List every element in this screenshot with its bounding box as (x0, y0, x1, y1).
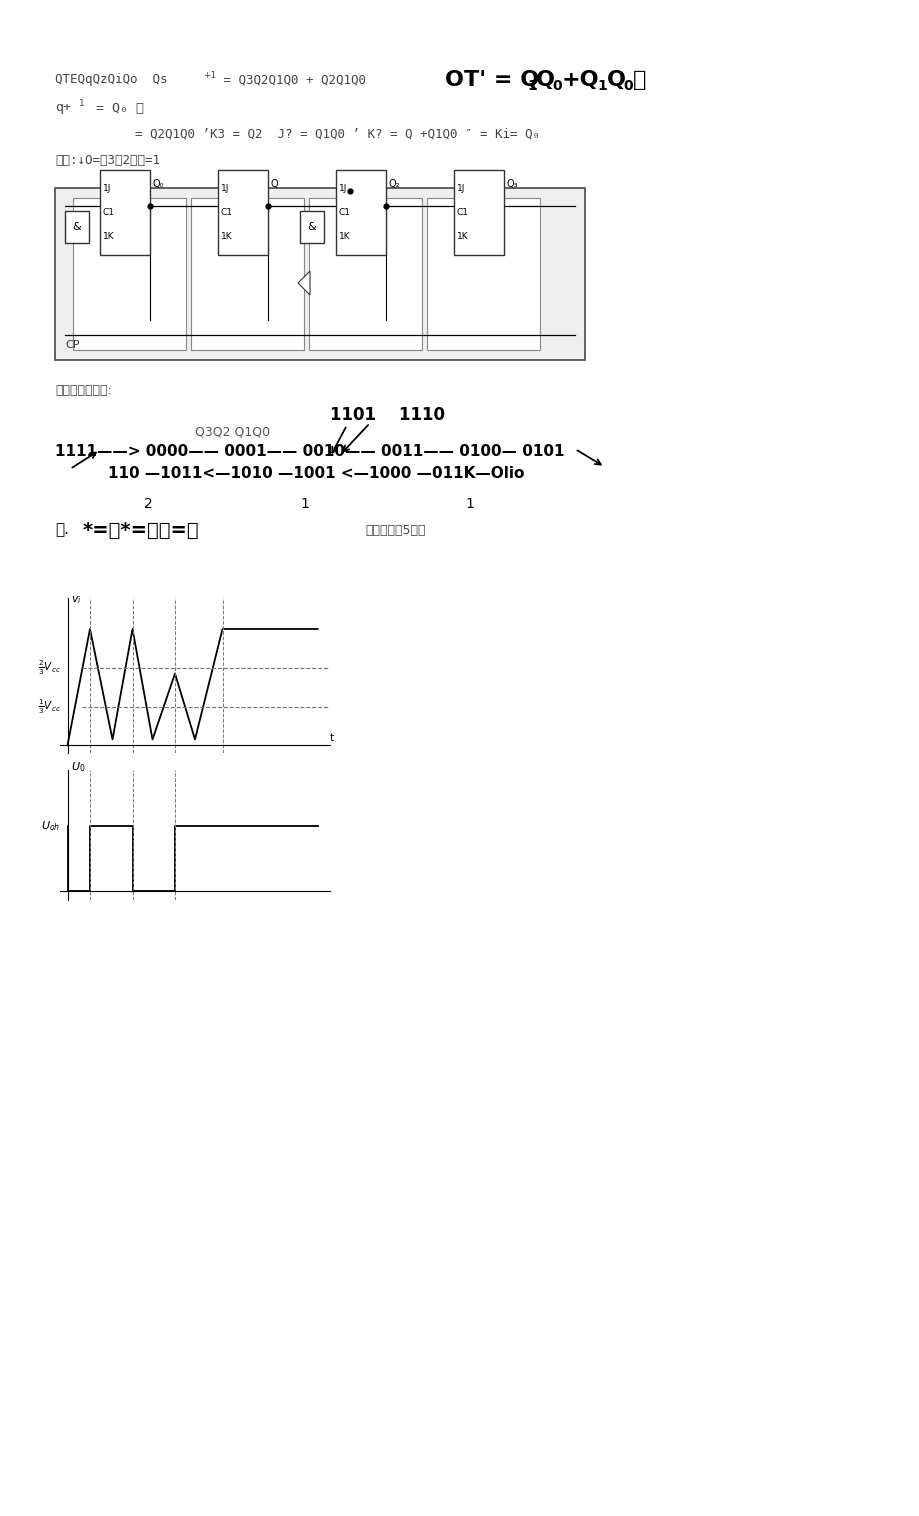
Text: C1: C1 (221, 208, 233, 217)
Text: 0: 0 (622, 79, 632, 92)
Text: Q: Q (536, 70, 554, 89)
Text: Q₃: Q₃ (506, 179, 518, 188)
Bar (426, 199, 539, 350)
Text: 0: 0 (551, 79, 561, 92)
Text: = Q3Q2Q1Q0 + Q2Q1Q0: = Q3Q2Q1Q0 + Q2Q1Q0 (216, 73, 366, 86)
Text: 1K: 1K (103, 232, 115, 241)
Text: 1101    1110: 1101 1110 (330, 406, 445, 424)
Text: q+: q+ (55, 102, 71, 115)
Text: 1J: 1J (338, 185, 347, 193)
Text: 1J: 1J (457, 185, 465, 193)
Text: = Q₀ 砨: = Q₀ 砨 (88, 102, 144, 115)
Text: 1: 1 (79, 99, 85, 108)
Text: = Q2Q1Q0 ’K3 = Q2  J? = Q1Q0 ’ K? = Q +Q1Q0 ″ = Ki= Q₀: = Q2Q1Q0 ’K3 = Q2 J? = Q1Q0 ’ K? = Q +Q1… (135, 127, 539, 141)
Text: Q: Q (271, 179, 278, 188)
Polygon shape (298, 271, 310, 296)
Bar (191, 199, 303, 350)
Text: +1: +1 (203, 71, 216, 79)
Text: 2: 2 (143, 497, 153, 511)
Text: C1: C1 (457, 208, 469, 217)
Text: 所以:↓O=。3．2，块=1: 所以:↓O=。3．2，块=1 (55, 153, 160, 167)
Text: Q₀: Q₀ (153, 179, 165, 188)
Text: 1J: 1J (103, 185, 111, 193)
Bar (55, 188, 584, 359)
Bar (73, 199, 186, 350)
Bar (309, 199, 422, 350)
Text: 1: 1 (465, 497, 474, 511)
Text: $v_i$: $v_i$ (71, 594, 82, 606)
Text: Q: Q (607, 70, 625, 89)
Text: QTEQqQzQiQo  Qs: QTEQqQzQiQo Qs (55, 73, 167, 86)
Text: 。: 。 (632, 70, 646, 89)
Text: C1: C1 (338, 208, 351, 217)
Text: CP: CP (65, 340, 79, 350)
Text: +Q: +Q (562, 70, 599, 89)
Text: C1: C1 (103, 208, 115, 217)
Text: $\frac{2}{3}V_{cc}$: $\frac{2}{3}V_{cc}$ (38, 658, 61, 678)
Text: &: & (73, 221, 81, 232)
Bar (300, 211, 323, 243)
Text: $U_{oh}$: $U_{oh}$ (41, 820, 61, 834)
Text: Q3Q2 Q1Q0: Q3Q2 Q1Q0 (195, 426, 270, 438)
Text: 1: 1 (301, 497, 309, 511)
Text: $U_0$: $U_0$ (71, 760, 85, 773)
Text: ，波形如图5所示: ，波形如图5所示 (365, 523, 425, 537)
Text: 110 —1011<—1010 —1001 <—1000 —011K—Olio: 110 —1011<—1010 —1001 <—1000 —011K—Olio (108, 467, 524, 482)
Bar (453, 170, 504, 255)
Bar (335, 170, 386, 255)
Text: 1J: 1J (221, 185, 229, 193)
Text: 1111——> 0000—— 0001—— 0010—— 0011—— 0100— 0101: 1111——> 0000—— 0001—— 0010—— 0011—— 0100… (55, 444, 564, 459)
Text: 能自启动。因为:: 能自启动。因为: (55, 384, 111, 397)
Text: Q₂: Q₂ (389, 179, 400, 188)
Text: $\frac{1}{3}V_{cc}$: $\frac{1}{3}V_{cc}$ (38, 697, 61, 716)
Text: 1K: 1K (457, 232, 468, 241)
Bar (100, 170, 150, 255)
Text: *=張*=若山=若: *=張*=若山=若 (83, 520, 199, 540)
Text: 1: 1 (527, 79, 536, 92)
Text: 1K: 1K (221, 232, 233, 241)
Bar (218, 170, 267, 255)
Text: 1K: 1K (338, 232, 350, 241)
Text: t: t (330, 734, 334, 743)
Text: &: & (307, 221, 316, 232)
Text: OT' = Q: OT' = Q (445, 70, 539, 89)
Bar (65, 211, 89, 243)
Text: 七.: 七. (55, 523, 69, 538)
Text: 1: 1 (596, 79, 607, 92)
